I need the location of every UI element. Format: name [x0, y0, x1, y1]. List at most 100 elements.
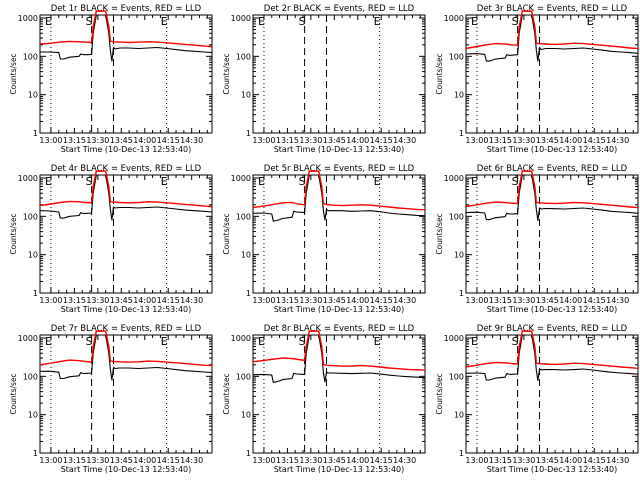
detector-chart-1: Det 1r BLACK = Events, RED = LLD 1 10 100 10…: [9, 4, 213, 154]
x-axis-label: Start Time (10-Dec-13 12:53:40): [274, 305, 405, 314]
x-tick-label: 13:45: [323, 456, 346, 465]
x-tick-label: 14:30: [180, 456, 203, 465]
detector-chart-7: Det 7r BLACK = Events, RED = LLD 1 10 100 10…: [9, 324, 213, 474]
x-tick-label: 13:30: [299, 456, 322, 465]
y-tick-label: 1: [246, 289, 251, 298]
y-tick-label: 1: [33, 289, 38, 298]
y-axis-label: Counts/sec: [9, 213, 18, 254]
events-series-line: [465, 334, 639, 382]
plot-frame: [39, 174, 213, 294]
marker-flag-label: E: [374, 335, 381, 348]
x-tick-label: 13:30: [512, 456, 535, 465]
x-tick-label: 14:30: [393, 456, 416, 465]
x-tick-label: 13:00: [252, 136, 275, 145]
y-tick-label: 10: [28, 251, 38, 260]
lld-series-line: [39, 170, 213, 208]
lld-series-line: [39, 330, 213, 367]
x-axis-label: Start Time (10-Dec-13 12:53:40): [487, 305, 618, 314]
x-tick-label: 13:30: [512, 136, 535, 145]
y-tick-label: 1: [459, 289, 464, 298]
marker-flag-label: E: [45, 15, 52, 28]
chart-title: Det 6r BLACK = Events, RED = LLD: [477, 164, 628, 174]
plot-frame: [252, 174, 426, 294]
x-tick-label: 13:45: [110, 136, 133, 145]
y-tick-label: 1: [33, 129, 38, 138]
x-axis-label: Start Time (10-Dec-13 12:53:40): [61, 465, 192, 474]
y-tick-label: 1: [33, 449, 38, 458]
events-series-line: [465, 14, 639, 62]
x-axis-label: Start Time (10-Dec-13 12:53:40): [274, 465, 405, 474]
y-tick-label: 100: [236, 372, 251, 381]
y-tick-label: 1000: [444, 334, 464, 343]
y-tick-label: 1: [246, 449, 251, 458]
x-tick-label: 14:00: [346, 136, 369, 145]
x-tick-label: 14:00: [559, 296, 582, 305]
x-tick-label: 13:00: [39, 136, 62, 145]
x-tick-label: 14:30: [393, 136, 416, 145]
y-tick-label: 100: [236, 52, 251, 61]
y-tick-label: 1000: [18, 174, 38, 183]
x-tick-label: 14:15: [157, 136, 180, 145]
x-tick-label: 13:30: [86, 296, 109, 305]
marker-flag-label: E: [45, 335, 52, 348]
y-tick-label: 1000: [444, 174, 464, 183]
y-tick-label: 10: [28, 91, 38, 100]
x-tick-label: 14:30: [606, 456, 629, 465]
plot-frame: [252, 334, 426, 454]
x-tick-label: 14:00: [133, 136, 156, 145]
y-tick-label: 10: [28, 411, 38, 420]
x-tick-label: 13:15: [63, 136, 86, 145]
events-series-line: [40, 334, 213, 381]
chart-title: Det 5r BLACK = Events, RED = LLD: [264, 164, 415, 174]
marker-flag-label: S: [299, 15, 306, 28]
y-axis-label: Counts/sec: [435, 373, 444, 414]
y-tick-label: 100: [449, 212, 464, 221]
x-tick-label: 14:00: [133, 456, 156, 465]
marker-flag-label: E: [471, 175, 478, 188]
y-tick-label: 10: [454, 91, 464, 100]
x-tick-label: 13:30: [299, 296, 322, 305]
marker-flag-label: S: [86, 335, 93, 348]
plot-frame: [465, 14, 639, 134]
x-tick-label: 13:45: [110, 296, 133, 305]
marker-flag-label: E: [471, 15, 478, 28]
marker-flag-label: S: [86, 15, 93, 28]
x-tick-label: 13:45: [323, 136, 346, 145]
chart-title: Det 1r BLACK = Events, RED = LLD: [51, 4, 202, 14]
x-tick-label: 14:15: [370, 296, 393, 305]
x-tick-label: 13:45: [110, 456, 133, 465]
marker-flag-label: E: [587, 335, 594, 348]
y-tick-label: 100: [449, 52, 464, 61]
events-series-line: [39, 174, 213, 221]
chart-title: Det 2r BLACK = Events, RED = LLD: [264, 4, 415, 14]
marker-flag-label: E: [161, 175, 168, 188]
marker-flag-label: E: [258, 175, 265, 188]
detector-chart-4: Det 4r BLACK = Events, RED = LLD 1 10 100 10…: [9, 164, 213, 314]
lld-series-line: [252, 170, 426, 211]
marker-flag-label: E: [161, 15, 168, 28]
plot-frame: [252, 14, 426, 134]
chart-title: Det 9r BLACK = Events, RED = LLD: [477, 324, 628, 334]
y-tick-label: 100: [236, 212, 251, 221]
x-tick-label: 14:30: [606, 296, 629, 305]
chart-title: Det 8r BLACK = Events, RED = LLD: [264, 324, 415, 334]
marker-flag-label: S: [512, 335, 519, 348]
y-tick-label: 10: [241, 91, 251, 100]
x-axis-label: Start Time (10-Dec-13 12:53:40): [61, 145, 192, 154]
x-tick-label: 13:15: [276, 296, 299, 305]
x-tick-label: 14:00: [559, 136, 582, 145]
chart-title: Det 4r BLACK = Events, RED = LLD: [51, 164, 202, 174]
y-axis-label: Counts/sec: [435, 53, 444, 94]
marker-flag-label: E: [258, 335, 265, 348]
detector-chart-2: Det 2r BLACK = Events, RED = LLD 1 10 100 10…: [222, 4, 426, 154]
chart-title: Det 7r BLACK = Events, RED = LLD: [51, 324, 202, 334]
x-tick-label: 14:15: [157, 456, 180, 465]
x-tick-label: 14:00: [133, 296, 156, 305]
detector-chart-6: Det 6r BLACK = Events, RED = LLD 1 10 100 10…: [435, 164, 639, 314]
events-series-line: [252, 334, 426, 383]
x-tick-label: 13:30: [86, 456, 109, 465]
x-tick-label: 14:30: [393, 296, 416, 305]
y-axis-label: Counts/sec: [435, 213, 444, 254]
events-series-line: [252, 174, 426, 222]
x-tick-label: 14:15: [583, 456, 606, 465]
